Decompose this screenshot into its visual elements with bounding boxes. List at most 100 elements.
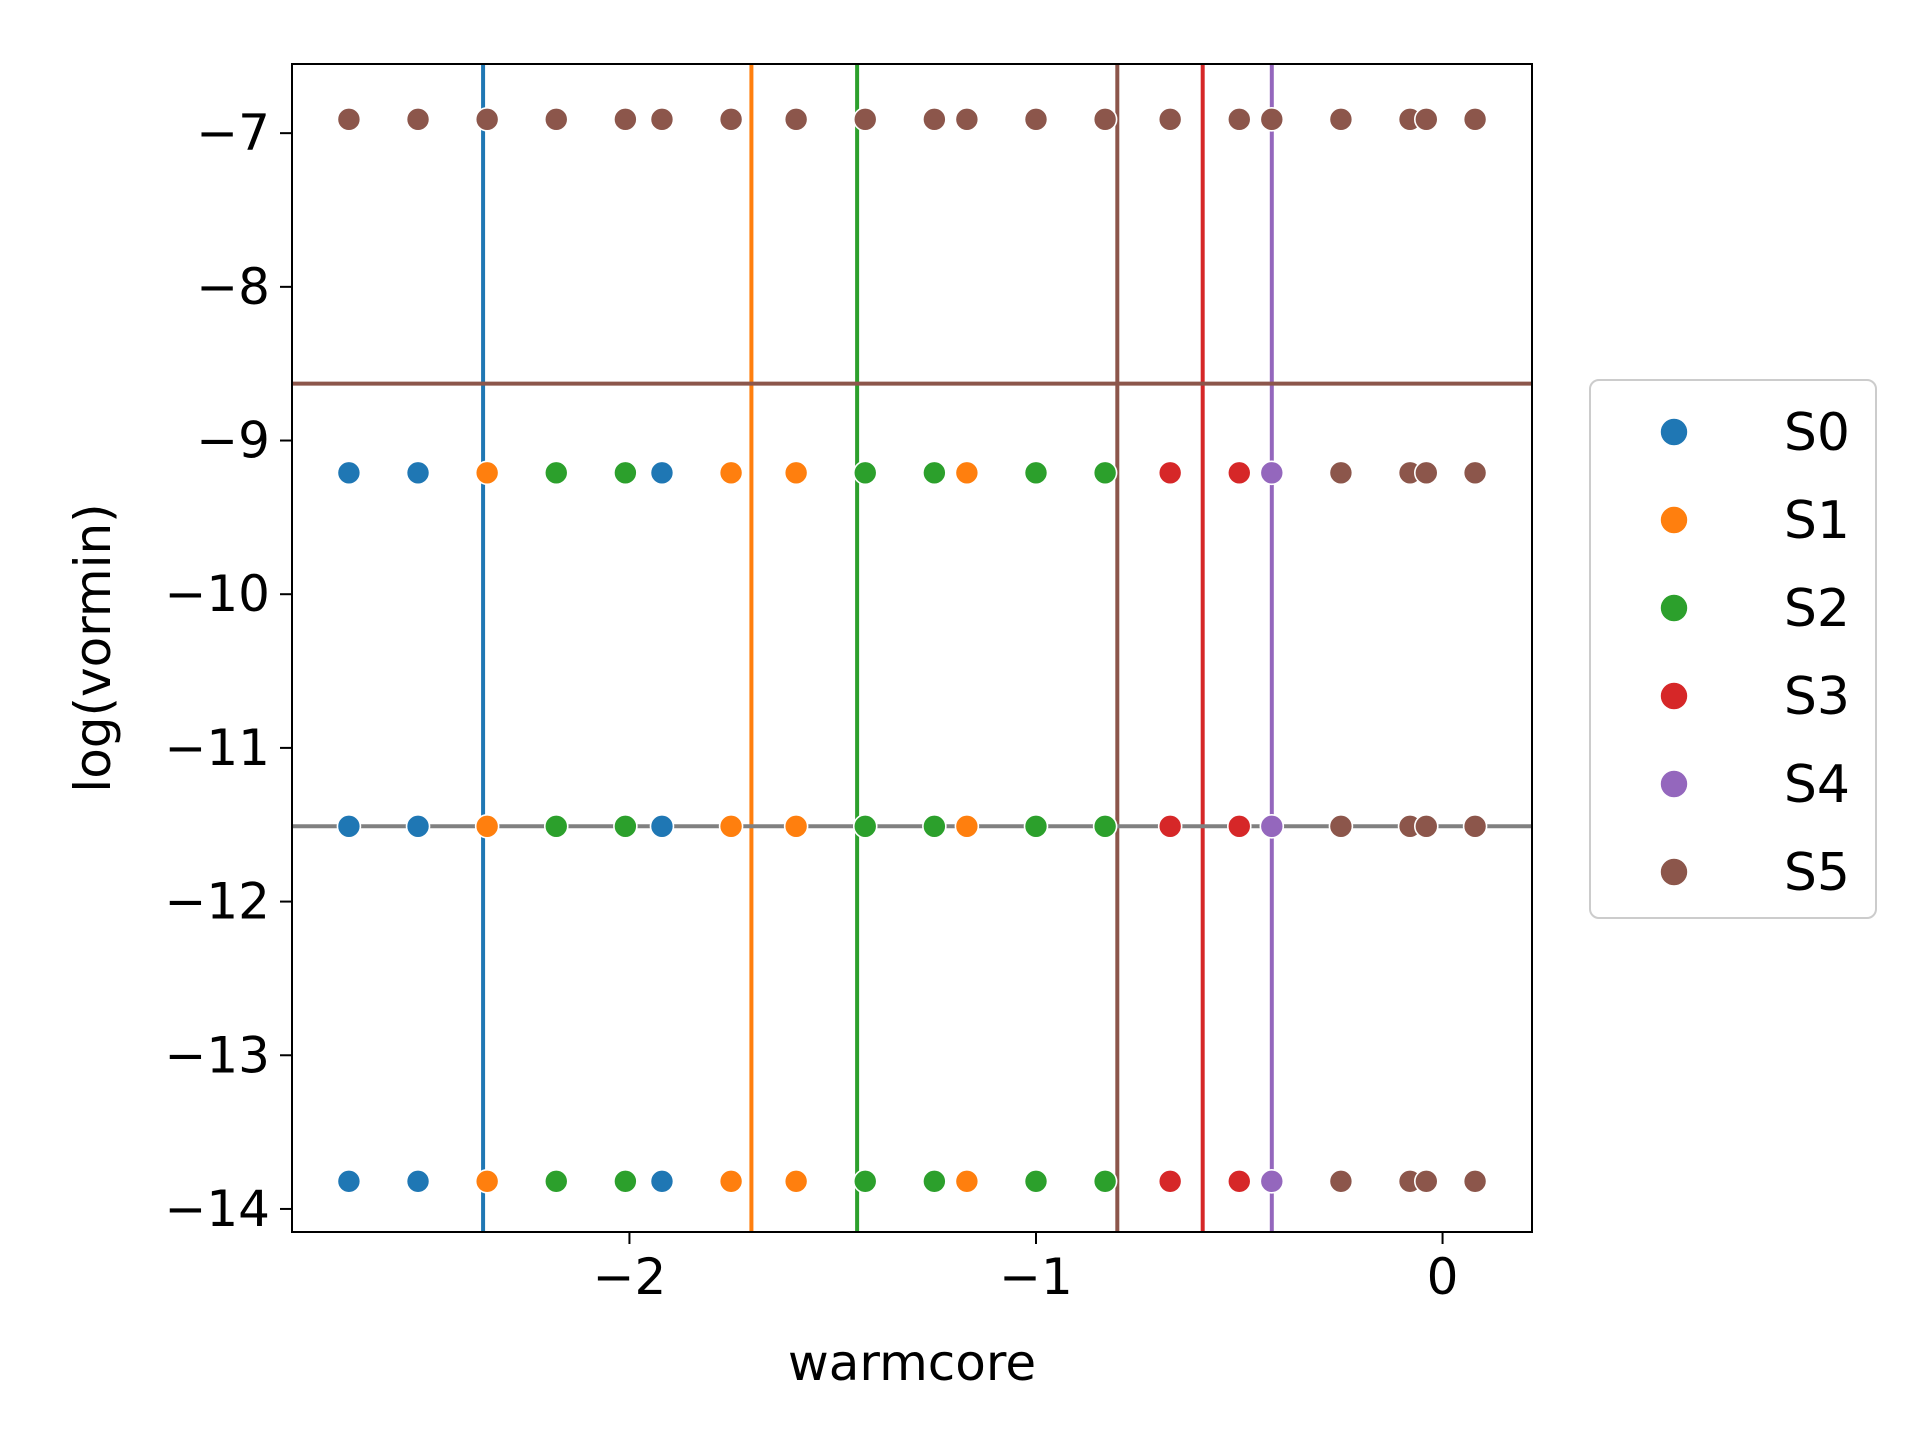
point-s3 bbox=[1157, 1168, 1183, 1194]
point-s1 bbox=[783, 460, 809, 486]
point-s1 bbox=[954, 460, 980, 486]
y-tick-label: −10 bbox=[164, 565, 270, 623]
legend-label-s1: S1 bbox=[1784, 491, 1850, 551]
point-s5 bbox=[1413, 813, 1439, 839]
point-s5 bbox=[649, 107, 675, 132]
point-s5 bbox=[1328, 813, 1354, 839]
point-s1 bbox=[474, 813, 500, 839]
point-s5 bbox=[1462, 107, 1488, 132]
point-s5 bbox=[474, 107, 500, 132]
data-points bbox=[336, 107, 1488, 1194]
point-s2 bbox=[543, 813, 569, 839]
y-tick-label: −12 bbox=[164, 873, 270, 931]
point-s2 bbox=[922, 460, 947, 486]
point-s0 bbox=[649, 813, 675, 839]
legend-marker-s2 bbox=[1659, 593, 1689, 623]
horizontal-reference-lines bbox=[292, 381, 1532, 829]
y-tick-label: −11 bbox=[164, 719, 270, 777]
point-s1 bbox=[954, 813, 980, 839]
point-s2 bbox=[852, 460, 878, 486]
x-tick-label: −1 bbox=[999, 1248, 1073, 1306]
point-s2 bbox=[543, 460, 569, 486]
legend-marker-s5 bbox=[1659, 857, 1689, 887]
point-s5 bbox=[1462, 460, 1488, 486]
point-s1 bbox=[718, 1168, 744, 1194]
y-tick-label: −7 bbox=[196, 104, 270, 162]
point-s0 bbox=[405, 1168, 431, 1194]
x-axis-ticks: −2 −1 0 bbox=[593, 1232, 1459, 1306]
point-s1 bbox=[474, 1168, 500, 1194]
point-s1 bbox=[954, 1168, 980, 1194]
x-tick-label: −2 bbox=[593, 1248, 667, 1306]
point-s1 bbox=[718, 813, 744, 839]
point-s1 bbox=[474, 460, 500, 486]
point-s5 bbox=[1413, 107, 1439, 132]
point-s5 bbox=[1413, 1168, 1439, 1194]
point-s3 bbox=[1157, 460, 1183, 486]
point-s3 bbox=[1226, 460, 1252, 486]
point-s2 bbox=[922, 1168, 947, 1194]
x-axis-label: warmcore bbox=[788, 1334, 1036, 1392]
point-s5 bbox=[543, 107, 569, 132]
point-s1 bbox=[783, 813, 809, 839]
point-s5 bbox=[954, 107, 980, 132]
point-s2 bbox=[1023, 460, 1049, 486]
point-s5 bbox=[405, 107, 431, 132]
legend-label-s3: S3 bbox=[1784, 667, 1850, 727]
point-s5 bbox=[1462, 813, 1488, 839]
point-s5 bbox=[1328, 1168, 1354, 1194]
legend-label-s2: S2 bbox=[1784, 579, 1850, 639]
legend-marker-s1 bbox=[1659, 505, 1689, 535]
point-s5 bbox=[783, 107, 809, 132]
point-s5 bbox=[1259, 107, 1285, 132]
legend-marker-s0 bbox=[1659, 417, 1689, 447]
point-s4 bbox=[1259, 460, 1285, 486]
point-s5 bbox=[1226, 107, 1252, 132]
point-s3 bbox=[1157, 813, 1183, 839]
point-s5 bbox=[718, 107, 744, 132]
point-s2 bbox=[852, 1168, 878, 1194]
legend-label-s5: S5 bbox=[1784, 843, 1850, 903]
point-s1 bbox=[718, 460, 744, 486]
y-tick-label: −14 bbox=[164, 1180, 270, 1238]
x-tick-label: 0 bbox=[1427, 1248, 1459, 1306]
point-s5 bbox=[1092, 107, 1118, 132]
y-axis-label: log(vormin) bbox=[64, 503, 122, 792]
point-s2 bbox=[543, 1168, 569, 1194]
point-s2 bbox=[1023, 1168, 1049, 1194]
y-axis-ticks: −7 −8 −9 −10 −11 −12 −13 −14 bbox=[164, 104, 292, 1238]
point-s1 bbox=[783, 1168, 809, 1194]
point-s2 bbox=[613, 460, 638, 486]
point-s4 bbox=[1259, 813, 1285, 839]
point-s5 bbox=[1328, 460, 1354, 486]
legend-label-s0: S0 bbox=[1784, 403, 1850, 463]
point-s2 bbox=[613, 1168, 638, 1194]
point-s0 bbox=[405, 460, 431, 486]
point-s5 bbox=[336, 107, 362, 132]
point-s0 bbox=[405, 813, 431, 839]
point-s2 bbox=[1092, 1168, 1118, 1194]
point-s2 bbox=[613, 813, 638, 839]
point-s2 bbox=[1092, 813, 1118, 839]
y-tick-label: −9 bbox=[196, 412, 270, 470]
legend-marker-s3 bbox=[1659, 681, 1689, 711]
point-s0 bbox=[336, 460, 362, 486]
point-s0 bbox=[336, 1168, 362, 1194]
point-s3 bbox=[1226, 813, 1252, 839]
point-s0 bbox=[649, 1168, 675, 1194]
point-s0 bbox=[649, 460, 675, 486]
point-s2 bbox=[1023, 813, 1049, 839]
y-tick-label: −13 bbox=[164, 1026, 270, 1084]
plot-frame bbox=[291, 63, 1533, 1233]
point-s5 bbox=[1462, 1168, 1488, 1194]
legend: S0 S1 S2 S3 S4 S5 bbox=[1589, 379, 1877, 919]
point-s5 bbox=[1413, 460, 1439, 486]
point-s5 bbox=[1328, 107, 1354, 132]
legend-label-s4: S4 bbox=[1784, 755, 1850, 815]
point-s2 bbox=[922, 813, 947, 839]
vertical-reference-lines bbox=[481, 64, 1274, 1232]
point-s3 bbox=[1226, 1168, 1252, 1194]
point-s0 bbox=[336, 813, 362, 839]
point-s5 bbox=[852, 107, 878, 132]
